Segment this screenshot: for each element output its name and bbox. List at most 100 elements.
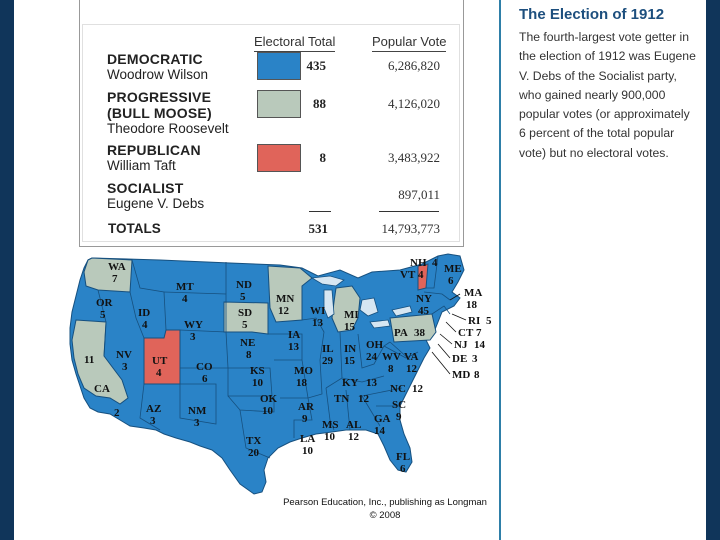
label-mo-ev: 18 [296, 377, 308, 389]
label-me-ev: 6 [448, 275, 454, 287]
state-borders [97, 255, 451, 459]
label-id-abbr: ID [138, 307, 150, 319]
label-mi-abbr: MI [344, 309, 359, 321]
label-ct-ev: 7 [476, 327, 482, 339]
label-mn-abbr: MN [276, 293, 294, 305]
label-az-ev: 3 [150, 415, 156, 427]
progressive-swatch [257, 90, 301, 118]
label-nc-abbr: NC [390, 383, 406, 395]
label-ks-abbr: KS [250, 365, 265, 377]
label-md-ev: 8 [474, 369, 480, 381]
democratic-swatch [257, 52, 301, 80]
label-co-ev: 6 [202, 373, 208, 385]
label-sd-ev: 5 [242, 319, 248, 331]
results-table-frame [79, 0, 464, 247]
label-mt-ev: 4 [182, 293, 188, 305]
label-nd-abbr: ND [236, 279, 252, 291]
label-ky-ev: 13 [366, 377, 378, 389]
republican-popular: 3,483,922 [388, 150, 440, 165]
divider-line [499, 0, 501, 540]
label-nj-ev: 14 [474, 339, 486, 351]
right-frame-bar [706, 0, 720, 540]
totals-electoral: 531 [308, 221, 329, 236]
label-ca-ev: 11 [84, 354, 94, 366]
label-al-abbr: AL [346, 419, 361, 431]
label-wv-ev: 8 [388, 363, 394, 375]
label-ca-abbr: CA [94, 383, 110, 395]
label-vt-abbr: VT [400, 269, 416, 281]
label-nh-ev: 4 [432, 257, 438, 269]
label-az-abbr: AZ [146, 403, 161, 415]
party-progressive: PROGRESSIVE (BULL MOOSE) Theodore Roosev… [107, 89, 229, 136]
great-lakes [310, 275, 413, 329]
label-fl-abbr: FL [396, 451, 410, 463]
label-de-ev: 3 [472, 353, 478, 365]
state-pa [389, 313, 437, 343]
copyright-credit: Pearson Education, Inc., publishing as L… [270, 496, 500, 522]
popular-sum-rule [379, 211, 439, 212]
label-ct-abbr: CT [458, 327, 474, 339]
label-tx-ev: 20 [248, 447, 260, 459]
label-nj-abbr: NJ [454, 339, 468, 351]
label-wy-ev: 3 [190, 331, 196, 343]
label-in-abbr: IN [344, 343, 356, 355]
label-la-ev: 10 [302, 445, 314, 457]
label-ne-abbr: NE [240, 337, 255, 349]
label-sd-abbr: SD [238, 307, 252, 319]
progressive-electoral: 88 [313, 96, 326, 111]
label-al-ev: 12 [348, 431, 360, 443]
label-me-abbr: ME [444, 263, 462, 275]
state-wa [83, 257, 133, 293]
label-il-ev: 29 [322, 355, 334, 367]
leader-lines [431, 293, 467, 375]
progressive-popular: 4,126,020 [388, 96, 440, 111]
republican-electoral: 8 [319, 150, 327, 165]
label-mo-abbr: MO [294, 365, 313, 377]
label-va-abbr: VA [404, 351, 419, 363]
label-ar-abbr: AR [298, 401, 315, 413]
democratic-electoral: 435 [306, 58, 327, 73]
label-ok-ev: 10 [262, 405, 274, 417]
label-co-abbr: CO [196, 361, 213, 373]
label-ok-abbr: OK [260, 393, 278, 405]
socialist-popular: 897,011 [398, 187, 440, 202]
label-oh-abbr: OH [366, 339, 384, 351]
label-mt-abbr: MT [176, 281, 194, 293]
label-nm-abbr: NM [188, 405, 207, 417]
label-wy-abbr: WY [184, 319, 203, 331]
label-wi-abbr: WI [310, 305, 325, 317]
label-la-abbr: LA [300, 433, 315, 445]
label-wv-abbr: WV [382, 351, 401, 363]
totals-popular: 14,793,773 [381, 221, 441, 236]
label-pa-ev: 38 [414, 327, 426, 339]
label-wa-abbr: WA [108, 261, 126, 273]
state-mn [267, 265, 313, 323]
label-sc-abbr: SC [392, 399, 406, 411]
label-tn-ev: 12 [358, 393, 370, 405]
label-ia-ev: 13 [288, 341, 300, 353]
label-id-ev: 4 [142, 319, 148, 331]
label-ia-abbr: IA [288, 329, 300, 341]
party-socialist: SOCIALIST Eugene V. Debs [107, 180, 205, 211]
label-il-abbr: IL [322, 343, 334, 355]
label-nc-ev: 12 [412, 383, 424, 395]
label-ms-abbr: MS [322, 419, 339, 431]
label-md-abbr: MD [452, 369, 470, 381]
label-de-abbr: DE [452, 353, 467, 365]
label-nm-ev: 3 [194, 417, 200, 429]
label-ks-ev: 10 [252, 377, 264, 389]
credit-year: © 2008 [369, 510, 401, 521]
label-in-ev: 15 [344, 355, 356, 367]
electoral-sum-rule [309, 211, 331, 212]
party-democratic: DEMOCRATIC Woodrow Wilson [107, 51, 209, 82]
label-nv-abbr: NV [116, 349, 132, 361]
label-or-abbr: OR [96, 297, 114, 309]
label-nh-abbr: NH [410, 257, 427, 269]
credit-publisher: Pearson Education, Inc., publishing as L… [283, 497, 487, 508]
left-frame-bar [0, 0, 14, 540]
label-ma-abbr: MA [464, 287, 482, 299]
label-sc-ev: 9 [396, 411, 402, 423]
label-fl-ev: 6 [400, 463, 406, 475]
party-republican: REPUBLICAN William Taft [107, 142, 201, 173]
label-oh-ev: 24 [366, 351, 378, 363]
